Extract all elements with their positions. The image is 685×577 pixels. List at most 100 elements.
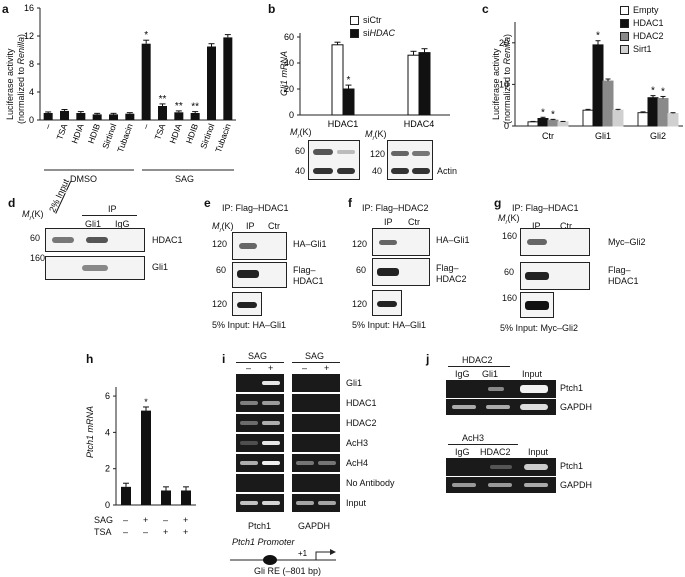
b-bar-0-1 bbox=[342, 88, 355, 116]
gel-j2-gapdh bbox=[446, 477, 556, 493]
c-bar-0-3 bbox=[557, 121, 569, 127]
title-e: IP: Flag–HDAC1 bbox=[222, 203, 289, 213]
i-gel-5-0 bbox=[236, 474, 284, 492]
bracket-i-2 bbox=[292, 362, 340, 363]
title-g: IP: Flag–HDAC1 bbox=[512, 203, 579, 213]
a-ytick-label-4: 16 bbox=[24, 3, 34, 13]
a-ytick-label-2: 8 bbox=[29, 59, 34, 69]
legend-label-sihdac: siHDAC bbox=[363, 28, 396, 38]
right-label-hdac1-d: HDAC1 bbox=[152, 235, 183, 245]
legend-swatch-sirt1 bbox=[620, 45, 629, 54]
marker-60-e: 60 bbox=[216, 265, 227, 275]
a-xtick-label-1: TSA bbox=[54, 122, 69, 141]
c-bar-1-3 bbox=[612, 109, 624, 127]
i-row-label-2: HDAC2 bbox=[346, 418, 377, 428]
panel-label-i: i bbox=[222, 352, 226, 366]
group-sag-1-i: SAG bbox=[248, 351, 268, 361]
i-band bbox=[296, 461, 314, 465]
group-ach3-j: AcH3 bbox=[462, 433, 485, 443]
h-ytick-label-3: 6 bbox=[105, 391, 110, 401]
marker-160-g-input: 160 bbox=[502, 293, 518, 303]
b-xtick-label-0: HDAC1 bbox=[328, 119, 359, 129]
mr-label-d: Mr(K) bbox=[22, 209, 44, 222]
c-bar-0-1 bbox=[537, 118, 549, 127]
h-bar-2 bbox=[161, 490, 171, 505]
marker-60-f: 60 bbox=[356, 265, 367, 275]
right-label-flag-f: Flag– bbox=[436, 263, 459, 273]
bottom-label-gapdh-i: GAPDH bbox=[298, 521, 331, 531]
a-bar-1 bbox=[60, 110, 69, 120]
a-bar-4 bbox=[109, 114, 118, 120]
c-star-0-2: * bbox=[551, 109, 555, 120]
right-label-hdac2-f: HDAC2 bbox=[436, 274, 467, 284]
a-star-9: ** bbox=[191, 102, 199, 113]
c-xtick-label-0: Ctr bbox=[542, 131, 554, 141]
right-label-myc-gli2-g: Myc–Gli2 bbox=[608, 237, 646, 247]
bracket-j-1 bbox=[448, 366, 510, 367]
footer-f: 5% Input: HA–Gli1 bbox=[352, 320, 427, 330]
blot-hdac1-knockdown bbox=[308, 140, 360, 180]
promoter-diagram: +1 bbox=[230, 549, 336, 565]
marker-160-d: 160 bbox=[30, 253, 46, 263]
marker-160-g: 160 bbox=[502, 231, 518, 241]
i-band bbox=[240, 421, 258, 425]
h-star-1: * bbox=[144, 397, 148, 407]
a-xtick-label-6: – bbox=[140, 122, 151, 130]
i-gel-0-1 bbox=[292, 374, 340, 392]
blot-d-gli1 bbox=[45, 256, 145, 280]
c-bar-0-2 bbox=[547, 119, 559, 127]
i-row-label-6: Input bbox=[346, 498, 367, 508]
i-band bbox=[262, 381, 280, 385]
blot-e-flag-hdac1 bbox=[232, 262, 287, 288]
promoter-title: Ptch1 Promoter bbox=[232, 537, 295, 547]
i-gel-4-1 bbox=[292, 454, 340, 472]
mr-label-g: Mr(K) bbox=[498, 213, 520, 226]
i-band bbox=[318, 501, 336, 505]
blot-f-input bbox=[372, 290, 402, 316]
h-sign-1-3: + bbox=[183, 527, 189, 537]
c-ytick-label-1: 10 bbox=[499, 79, 509, 89]
panel-label-c: c bbox=[482, 2, 489, 16]
h-ytick-label-1: 2 bbox=[105, 464, 110, 474]
sign-i-3: – bbox=[302, 363, 308, 373]
promoter-caption: Gli RE (–801 bp) bbox=[254, 566, 322, 576]
blot-d-hdac1 bbox=[45, 228, 145, 252]
blot-g-flag-hdac1 bbox=[520, 262, 590, 290]
h-sign-0-1: + bbox=[143, 515, 149, 525]
c-bar-2-2 bbox=[657, 98, 669, 127]
c-star-1-1: * bbox=[596, 31, 600, 42]
marker-60-g: 60 bbox=[504, 267, 515, 277]
group-sag-2-i: SAG bbox=[305, 351, 325, 361]
b-bar-0-0 bbox=[331, 44, 344, 116]
i-band bbox=[240, 501, 258, 505]
h-bar-3 bbox=[181, 490, 191, 505]
c-star-0-1: * bbox=[541, 107, 545, 118]
footer-g: 5% Input: Myc–Gli2 bbox=[500, 323, 579, 333]
a-xtick-label-3: HDIB bbox=[86, 122, 102, 145]
h-ytick-label-2: 4 bbox=[105, 427, 110, 437]
lane-gli1-j1: Gli1 bbox=[482, 369, 499, 379]
a-bar-6 bbox=[141, 43, 151, 121]
actin-label: Actin bbox=[437, 166, 458, 176]
b-star-0: * bbox=[347, 75, 351, 86]
i-gel-4-0 bbox=[236, 454, 284, 472]
blot-g-input bbox=[520, 292, 554, 318]
b-bar-1-1 bbox=[418, 52, 431, 116]
a-bar-8 bbox=[174, 112, 184, 120]
lane-igg-d: IgG bbox=[115, 219, 130, 229]
h-sign-1-2: + bbox=[163, 527, 169, 537]
lane-ctr-f: Ctr bbox=[408, 217, 420, 227]
i-band bbox=[318, 461, 336, 465]
marker-40: 40 bbox=[295, 166, 306, 176]
c-bar-0-0 bbox=[527, 121, 539, 127]
c-bar-1-1 bbox=[592, 44, 604, 127]
marker-60: 60 bbox=[295, 146, 306, 156]
legend-label-hdac2: HDAC2 bbox=[633, 31, 664, 41]
panel-label-h: h bbox=[86, 352, 94, 366]
c-bar-2-1 bbox=[647, 97, 659, 127]
promoter-plus-label: +1 bbox=[298, 549, 308, 558]
row-ptch1-j2: Ptch1 bbox=[560, 461, 584, 471]
right-label-hdac1-e: HDAC1 bbox=[293, 276, 324, 286]
a-bar-11 bbox=[223, 37, 233, 120]
legend-swatch-sictr bbox=[350, 16, 359, 25]
